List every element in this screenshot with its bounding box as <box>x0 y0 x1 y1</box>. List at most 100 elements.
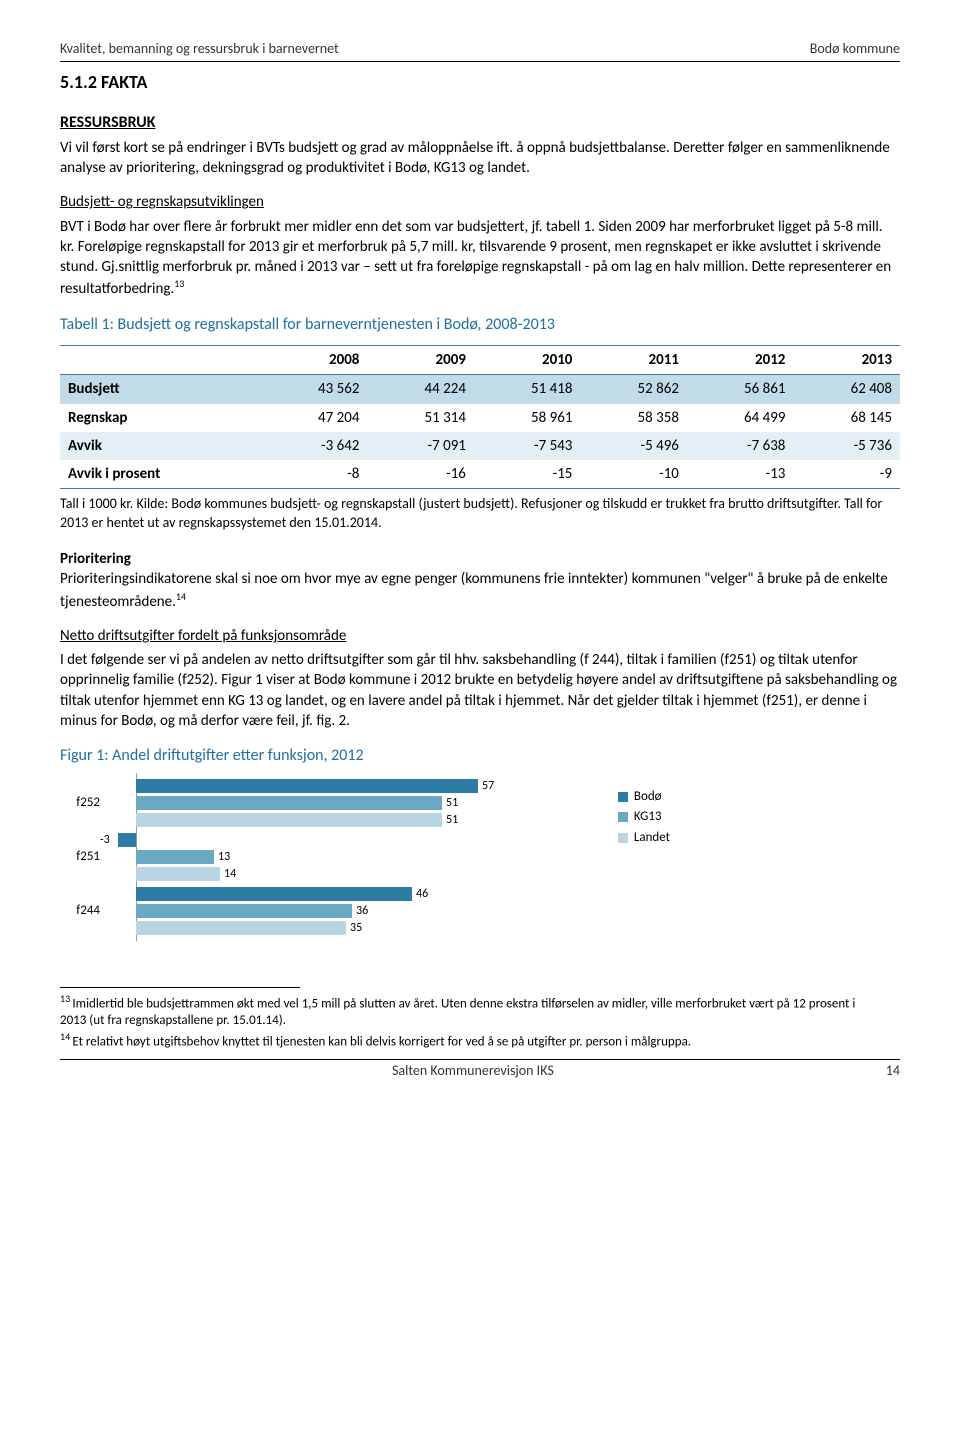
prioritering-title: Prioritering <box>60 550 131 568</box>
netto-title: Netto driftsutgifter fordelt på funksjon… <box>60 626 900 646</box>
table-cell: -8 <box>261 460 368 489</box>
legend-label: Bodø <box>634 788 662 806</box>
table-row-label: Budsjett <box>60 375 261 404</box>
chart-legend: Bodø KG13 Landet <box>618 785 670 850</box>
chart-bar-line: 36 <box>106 903 580 919</box>
budsjett-title: Budsjett- og regnskapsutviklingen <box>60 192 900 212</box>
chart-bar <box>118 833 136 847</box>
table-cell: 68 145 <box>793 404 900 432</box>
table-header-cell: 2010 <box>474 346 581 375</box>
chart-bar <box>136 779 478 793</box>
chart-bar-line: 14 <box>106 866 580 882</box>
chart-bar-line: 46 <box>106 886 580 902</box>
table-header-cell: 2012 <box>687 346 794 375</box>
table-row-label: Avvik <box>60 432 261 460</box>
chart-bar-line: -3 <box>106 832 580 848</box>
chart-bar <box>136 904 352 918</box>
legend-swatch <box>618 812 628 822</box>
chart-bar-line: 35 <box>106 920 580 936</box>
chart-bar <box>136 796 442 810</box>
chart-bars-block: -31314 <box>106 831 580 883</box>
table-cell: 47 204 <box>261 404 368 432</box>
table-header-cell: 2011 <box>580 346 687 375</box>
table-cell: 44 224 <box>367 375 474 404</box>
table-cell: 62 408 <box>793 375 900 404</box>
table-header-cell: 2013 <box>793 346 900 375</box>
table-cell: 64 499 <box>687 404 794 432</box>
legend-label: KG13 <box>634 808 662 826</box>
prioritering-block: Prioritering Prioriteringsindikatorene s… <box>60 549 900 612</box>
table-cell: 51 314 <box>367 404 474 432</box>
footer-center: Salten Kommunerevisjon IKS <box>392 1062 554 1081</box>
chart-bars-block: 46 3635 <box>106 885 580 937</box>
table-cell: -15 <box>474 460 581 489</box>
ressursbruk-title: RESSURSBRUK <box>60 112 900 134</box>
footnote-ref-14: 14 <box>176 590 186 603</box>
table-cell: -9 <box>793 460 900 489</box>
header-left: Kvalitet, bemanning og ressursbruk i bar… <box>60 40 339 59</box>
chart-bar-value: 46 <box>412 886 428 902</box>
table-note: Tall i 1000 kr. Kilde: Bodø kommunes bud… <box>60 495 900 533</box>
chart-bar <box>136 921 346 935</box>
table-cell: -5 496 <box>580 432 687 460</box>
table-header-cell: 2008 <box>261 346 368 375</box>
table-cell: -13 <box>687 460 794 489</box>
legend-item: Bodø <box>618 788 670 806</box>
table-cell: -7 091 <box>367 432 474 460</box>
footnote-14: 14 Et relativt høyt utgiftsbehov knyttet… <box>60 1030 880 1051</box>
table-row-label: Avvik i prosent <box>60 460 261 489</box>
section-number: 5.1.2 FAKTA <box>60 70 900 94</box>
table-cell: -5 736 <box>793 432 900 460</box>
table-header-cell <box>60 346 261 375</box>
chart-bar-value: 51 <box>442 812 458 828</box>
chart-bar-value: 14 <box>220 866 236 882</box>
table-cell: 52 862 <box>580 375 687 404</box>
chart-bar <box>136 813 442 827</box>
table-title: Tabell 1: Budsjett og regnskapstall for … <box>60 314 900 336</box>
footnote-13: 13 Imidlertid ble budsjettrammen økt med… <box>60 992 880 1030</box>
table-cell: -16 <box>367 460 474 489</box>
chart-bar-value: 13 <box>214 849 230 865</box>
legend-swatch <box>618 833 628 843</box>
table-cell: 58 358 <box>580 404 687 432</box>
page-number: 14 <box>886 1062 900 1081</box>
ressursbruk-para: Vi vil først kort se på endringer i BVTs… <box>60 138 900 179</box>
table-header-cell: 2009 <box>367 346 474 375</box>
budsjett-para: BVT i Bodø har over flere år forbrukt me… <box>60 217 900 300</box>
chart-bar-line: 51 <box>106 812 580 828</box>
table-cell: -10 <box>580 460 687 489</box>
table-cell: 58 961 <box>474 404 581 432</box>
legend-item: Landet <box>618 829 670 847</box>
chart-bar-value: 36 <box>352 903 368 919</box>
chart-title: Figur 1: Andel driftutgifter etter funks… <box>60 745 900 767</box>
chart-bar-line: 51 <box>106 795 580 811</box>
header-right: Bodø kommune <box>810 40 900 59</box>
chart-category-label: f252 <box>60 794 106 812</box>
table-cell: 56 861 <box>687 375 794 404</box>
footnote-14-text: Et relativt høyt utgiftsbehov knyttet ti… <box>72 1034 691 1049</box>
chart-bar <box>136 867 220 881</box>
chart-bar-value: 51 <box>442 795 458 811</box>
legend-label: Landet <box>634 829 670 847</box>
chart-bar-value: 57 <box>478 778 494 794</box>
chart-bar-value: 35 <box>346 920 362 936</box>
footnote-13-text: Imidlertid ble budsjettrammen økt med ve… <box>60 996 855 1028</box>
page-header: Kvalitet, bemanning og ressursbruk i bar… <box>60 40 900 62</box>
chart-bar <box>136 850 214 864</box>
page-footer: Salten Kommunerevisjon IKS 14 <box>60 1059 900 1081</box>
chart-bar-line: 57 <box>106 778 580 794</box>
table-cell: -7 638 <box>687 432 794 460</box>
table-cell: -3 642 <box>261 432 368 460</box>
chart-bars-block: 57 5151 <box>106 777 580 829</box>
table-cell: 51 418 <box>474 375 581 404</box>
chart-category-label: f244 <box>60 902 106 920</box>
legend-swatch <box>618 792 628 802</box>
chart-bar-line: 13 <box>106 849 580 865</box>
table-row-label: Regnskap <box>60 404 261 432</box>
budget-table: 200820092010201120122013 Budsjett43 5624… <box>60 345 900 489</box>
table-cell: 43 562 <box>261 375 368 404</box>
chart-bar <box>136 887 412 901</box>
budsjett-para-text: BVT i Bodø har over flere år forbrukt me… <box>60 218 891 299</box>
netto-para: I det følgende ser vi på andelen av nett… <box>60 650 900 731</box>
chart-category-row: f244 46 3635 <box>60 885 580 937</box>
